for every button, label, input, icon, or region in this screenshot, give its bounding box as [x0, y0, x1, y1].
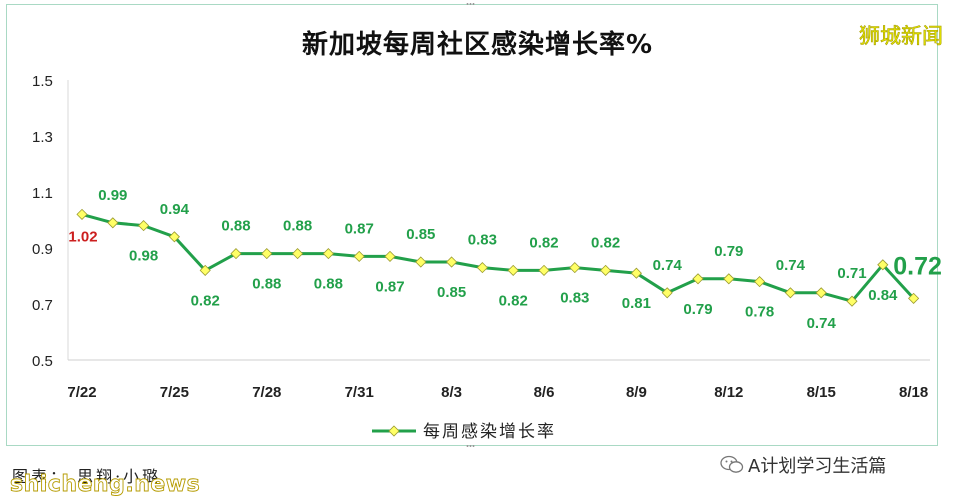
data-point	[415, 256, 427, 268]
data-point	[353, 250, 365, 262]
y-tick-label: 0.7	[32, 297, 53, 314]
data-point	[784, 287, 796, 299]
data-point	[261, 248, 273, 260]
data-point	[168, 231, 180, 243]
data-point	[230, 248, 242, 260]
data-point	[507, 264, 519, 276]
data-label: 0.78	[745, 304, 774, 321]
data-point	[138, 220, 150, 232]
data-point	[692, 273, 704, 285]
data-point	[846, 295, 858, 307]
data-point	[754, 276, 766, 288]
data-label: 0.81	[622, 295, 651, 312]
data-label: 0.88	[221, 218, 250, 235]
y-tick-label: 1.1	[32, 185, 53, 202]
x-tick-label: 8/18	[899, 384, 928, 401]
frame-handle-bottom	[466, 444, 475, 448]
y-tick-label: 1.5	[32, 73, 53, 90]
x-tick-label: 8/15	[807, 384, 836, 401]
data-label: 0.82	[591, 234, 620, 251]
data-label: 0.88	[252, 276, 281, 293]
data-label: 0.79	[714, 243, 743, 260]
data-label: 0.82	[499, 292, 528, 309]
data-point	[199, 264, 211, 276]
data-label: 0.74	[653, 257, 683, 274]
watermark: shicheng.news	[10, 472, 201, 498]
legend-label: 每周感染增长率	[423, 422, 556, 442]
data-label: 0.79	[683, 301, 712, 318]
data-point	[446, 256, 458, 268]
data-label: 0.98	[129, 248, 158, 265]
x-tick-label: 8/9	[626, 384, 647, 401]
data-point	[877, 259, 889, 271]
x-tick-label: 7/28	[252, 384, 281, 401]
data-point	[76, 208, 88, 220]
data-label: 0.82	[191, 292, 220, 309]
chart-title: 新加坡每周社区感染增长率%	[301, 30, 654, 60]
data-label: 0.84	[868, 287, 898, 304]
data-label: 0.87	[375, 278, 404, 295]
data-label: 0.99	[98, 187, 127, 204]
data-label: 0.85	[437, 284, 466, 301]
data-point	[630, 267, 642, 279]
data-point	[476, 262, 488, 274]
data-label: 0.83	[468, 232, 497, 249]
wechat-account: A计划学习生活篇	[720, 452, 886, 478]
data-label: 0.74	[807, 315, 837, 332]
data-point	[538, 264, 550, 276]
data-point	[292, 248, 304, 260]
data-point	[908, 292, 920, 304]
data-point	[661, 287, 673, 299]
data-label: 0.71	[837, 265, 866, 282]
data-point	[322, 248, 334, 260]
frame-handle-top	[466, 2, 475, 6]
data-point	[384, 250, 396, 262]
data-label: 0.88	[314, 276, 343, 293]
data-label: 0.85	[406, 226, 435, 243]
data-label: 0.94	[160, 201, 190, 218]
x-tick-label: 7/22	[67, 384, 96, 401]
y-tick-label: 0.5	[32, 353, 53, 370]
y-tick-label: 0.9	[32, 241, 53, 258]
wechat-icon	[720, 455, 744, 475]
data-point	[600, 264, 612, 276]
data-label: 0.72	[893, 252, 942, 280]
y-tick-label: 1.3	[32, 129, 53, 146]
data-label: 0.83	[560, 290, 589, 307]
x-tick-label: 7/31	[345, 384, 374, 401]
data-point	[569, 262, 581, 274]
brand-logo-text: 狮城新闻	[859, 24, 944, 49]
data-point	[107, 217, 119, 229]
x-tick-label: 8/12	[714, 384, 743, 401]
x-tick-label: 7/25	[160, 384, 189, 401]
data-label: 0.87	[345, 220, 374, 237]
data-point	[723, 273, 735, 285]
data-point	[815, 287, 827, 299]
data-label: 0.88	[283, 218, 312, 235]
series-line	[81, 212, 915, 303]
legend-marker	[388, 425, 400, 437]
data-label: 1.02	[68, 228, 97, 245]
data-label: 0.82	[529, 234, 558, 251]
x-tick-label: 8/6	[534, 384, 555, 401]
chart-credit: 图表： 思翔·小璐	[12, 467, 162, 486]
wechat-account-name: A计划学习生活篇	[748, 456, 887, 477]
data-label: 0.74	[776, 257, 806, 274]
x-tick-label: 8/3	[441, 384, 462, 401]
